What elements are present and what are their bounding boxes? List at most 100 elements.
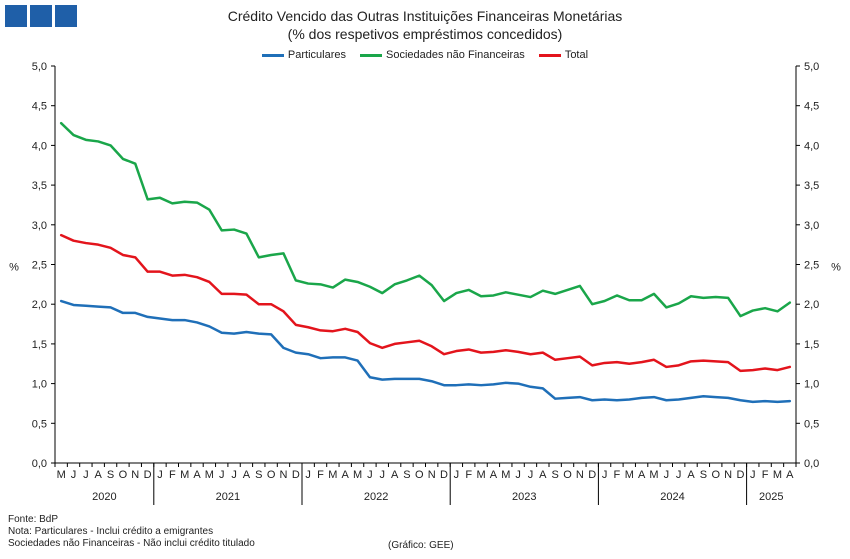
y-tick-label-left: 4,0 — [32, 140, 47, 152]
y-tick-label-left: 4,5 — [32, 101, 47, 113]
logo-block-1-icon — [5, 5, 27, 27]
x-tick-label: D — [144, 469, 152, 481]
year-label: 2022 — [364, 491, 388, 503]
y-tick-label-right: 0,0 — [804, 458, 819, 470]
x-tick-label: D — [588, 469, 596, 481]
y-tick-label-left: 3,0 — [32, 220, 47, 232]
x-tick-label: M — [180, 469, 189, 481]
legend-item-total: Total — [538, 49, 589, 61]
x-tick-label: M — [625, 469, 634, 481]
x-tick-label: M — [649, 469, 658, 481]
x-tick-label: A — [490, 469, 498, 481]
x-tick-label: J — [515, 469, 521, 481]
y-tick-label-right: 4,5 — [804, 101, 819, 113]
logo-block-2-icon — [30, 5, 52, 27]
x-tick-label: A — [243, 469, 251, 481]
x-tick-label: N — [428, 469, 436, 481]
x-tick-label: J — [305, 469, 311, 481]
footnotes: Fonte: BdP Nota: Particulares - Inclui c… — [8, 514, 255, 550]
legend-item-particulares: Particulares — [261, 49, 346, 61]
x-tick-label: N — [131, 469, 139, 481]
series-line-1 — [59, 121, 792, 318]
x-tick-label: J — [231, 469, 237, 481]
x-tick-label: O — [267, 469, 276, 481]
x-tick-label: D — [440, 469, 448, 481]
x-tick-label: S — [700, 469, 707, 481]
chart-title: Crédito Vencido das Outras Instituições … — [227, 8, 623, 24]
legend-label-total: Total — [564, 49, 589, 61]
y-axis-label-left: % — [9, 262, 19, 274]
x-tick-label: J — [367, 469, 373, 481]
chart-subtitle: (% dos respetivos empréstimos concedidos… — [287, 26, 563, 42]
chart-credit: (Gráfico: GEE) — [388, 540, 454, 551]
series-line-2 — [59, 233, 792, 373]
x-tick-label: A — [95, 469, 103, 481]
y-tick-label-right: 1,0 — [804, 379, 819, 391]
legend-swatch-total — [538, 53, 561, 57]
x-tick-label: M — [476, 469, 485, 481]
x-tick-label: J — [454, 469, 460, 481]
x-tick-label: A — [342, 469, 350, 481]
x-tick-label: A — [193, 469, 201, 481]
x-tick-label: J — [602, 469, 608, 481]
y-tick-label-left: 2,0 — [32, 299, 47, 311]
x-tick-label: N — [724, 469, 732, 481]
x-tick-label: M — [353, 469, 362, 481]
x-tick-label: N — [576, 469, 584, 481]
x-tick-label: N — [279, 469, 287, 481]
x-tick-label: F — [465, 469, 472, 481]
y-tick-label-left: 0,0 — [32, 458, 47, 470]
x-tick-label: M — [501, 469, 510, 481]
y-tick-label-right: 0,5 — [804, 418, 819, 430]
x-tick-label: S — [255, 469, 262, 481]
x-tick-label: F — [762, 469, 769, 481]
line-chart: 0,0 0,0 0,5 0,5 1,0 1,0 1,5 1,5 2,0 2,0 2,5 2,5 3,0 3… — [9, 61, 841, 505]
x-tick-label: J — [676, 469, 682, 481]
x-tick-label: S — [403, 469, 410, 481]
x-tick-label: M — [328, 469, 337, 481]
x-tick-label: A — [391, 469, 399, 481]
y-tick-label-right: 3,0 — [804, 220, 819, 232]
legend-item-sociedades: Sociedades não Financeiras — [360, 49, 525, 61]
x-tick-label: J — [750, 469, 756, 481]
logo — [5, 5, 77, 27]
x-tick-label: J — [664, 469, 670, 481]
series-line-0 — [59, 299, 792, 404]
x-tick-label: J — [83, 469, 89, 481]
x-tick-label: J — [71, 469, 77, 481]
x-tick-label: A — [539, 469, 547, 481]
x-tick-label: J — [380, 469, 386, 481]
x-tick-label: S — [107, 469, 114, 481]
x-tick-label: F — [169, 469, 176, 481]
x-tick-label: J — [528, 469, 534, 481]
y-tick-label-left: 1,5 — [32, 339, 47, 351]
legend-label-sociedades: Sociedades não Financeiras — [386, 49, 525, 61]
y-tick-label-right: 2,0 — [804, 299, 819, 311]
y-tick-label-right: 1,5 — [804, 339, 819, 351]
x-tick-label: O — [563, 469, 572, 481]
year-label: 2023 — [512, 491, 536, 503]
note-sociedades: Sociedades não Financeiras - Não inclui … — [8, 538, 255, 549]
year-label: 2020 — [92, 491, 116, 503]
legend-swatch-sociedades — [360, 53, 382, 57]
year-label: 2021 — [216, 491, 240, 503]
year-label: 2024 — [660, 491, 684, 503]
x-tick-label: D — [736, 469, 744, 481]
source-note: Fonte: BdP — [8, 514, 59, 525]
x-tick-label: M — [773, 469, 782, 481]
legend: Particulares Sociedades não Financeiras … — [0, 49, 850, 61]
y-tick-label-left: 2,5 — [32, 260, 47, 272]
x-tick-label: A — [786, 469, 794, 481]
y-tick-label-left: 0,5 — [32, 418, 47, 430]
x-tick-label: S — [552, 469, 559, 481]
x-tick-label: J — [157, 469, 163, 481]
x-tick-label: F — [317, 469, 324, 481]
x-tick-label: O — [415, 469, 424, 481]
y-tick-label-right: 4,0 — [804, 140, 819, 152]
y-axis-label-right: % — [831, 262, 841, 274]
x-tick-label: M — [205, 469, 214, 481]
y-tick-label-left: 3,5 — [32, 180, 47, 192]
x-tick-label: J — [219, 469, 225, 481]
year-label: 2025 — [759, 491, 783, 503]
x-tick-label: M — [57, 469, 66, 481]
